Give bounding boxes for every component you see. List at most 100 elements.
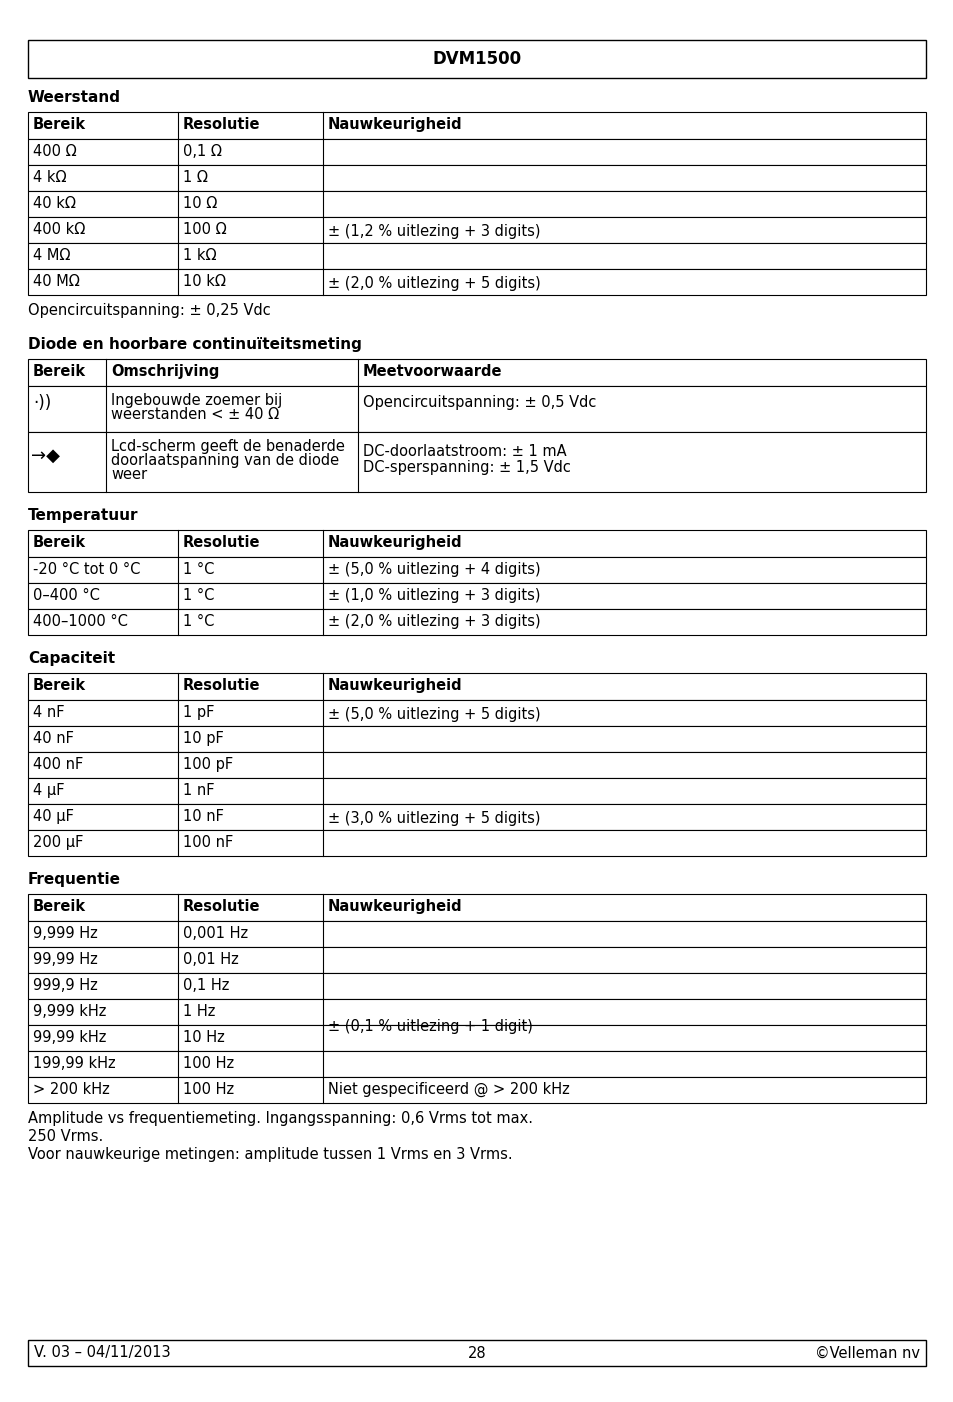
Text: Resolutie: Resolutie — [183, 899, 260, 914]
Text: weer: weer — [111, 467, 147, 482]
Text: 100 nF: 100 nF — [183, 836, 233, 850]
Text: 10 kΩ: 10 kΩ — [183, 273, 226, 289]
Bar — [28, 243, 925, 269]
Text: DVM1500: DVM1500 — [432, 50, 521, 69]
Text: weerstanden < ± 40 Ω: weerstanden < ± 40 Ω — [111, 407, 279, 422]
Bar — [28, 921, 925, 946]
Text: 1 kΩ: 1 kΩ — [183, 248, 216, 264]
Text: ± (3,0 % uitlezing + 5 digits): ± (3,0 % uitlezing + 5 digits) — [328, 810, 540, 826]
Text: ± (1,0 % uitlezing + 3 digits): ± (1,0 % uitlezing + 3 digits) — [328, 587, 540, 603]
Text: Nauwkeurigheid: Nauwkeurigheid — [328, 116, 462, 132]
Bar — [28, 432, 925, 492]
Text: Omschrijving: Omschrijving — [111, 365, 219, 379]
Text: DC-sperspanning: ± 1,5 Vdc: DC-sperspanning: ± 1,5 Vdc — [363, 460, 570, 475]
Text: Capaciteit: Capaciteit — [28, 651, 115, 666]
Text: ± (1,2 % uitlezing + 3 digits): ± (1,2 % uitlezing + 3 digits) — [328, 224, 540, 238]
Text: 100 Hz: 100 Hz — [183, 1082, 233, 1096]
Text: 0,001 Hz: 0,001 Hz — [183, 925, 248, 941]
Text: Bereik: Bereik — [33, 536, 86, 550]
Text: 199,99 kHz: 199,99 kHz — [33, 1056, 115, 1071]
Bar — [28, 1077, 925, 1103]
Text: 9,999 Hz: 9,999 Hz — [33, 925, 97, 941]
Text: Resolutie: Resolutie — [183, 536, 260, 550]
Bar — [28, 700, 925, 726]
Text: Ingebouwde zoemer bij: Ingebouwde zoemer bij — [111, 393, 282, 408]
Bar — [28, 191, 925, 217]
Bar — [28, 751, 925, 778]
Text: 400 nF: 400 nF — [33, 757, 83, 773]
Bar — [28, 557, 925, 583]
Text: > 200 kHz: > 200 kHz — [33, 1082, 110, 1096]
Text: 0,1 Hz: 0,1 Hz — [183, 979, 229, 993]
Text: Lcd-scherm geeft de benaderde: Lcd-scherm geeft de benaderde — [111, 439, 345, 454]
Text: Bereik: Bereik — [33, 365, 86, 379]
Text: ± (2,0 % uitlezing + 5 digits): ± (2,0 % uitlezing + 5 digits) — [328, 276, 540, 292]
Text: 200 µF: 200 µF — [33, 836, 83, 850]
Text: 40 MΩ: 40 MΩ — [33, 273, 80, 289]
Text: 1 °C: 1 °C — [183, 562, 214, 578]
Text: 28: 28 — [467, 1346, 486, 1360]
Text: 1 nF: 1 nF — [183, 782, 214, 798]
Text: 1 Ω: 1 Ω — [183, 170, 208, 185]
Text: V. 03 – 04/11/2013: V. 03 – 04/11/2013 — [34, 1346, 171, 1360]
Text: Diode en hoorbare continuïteitsmeting: Diode en hoorbare continuïteitsmeting — [28, 336, 361, 352]
Bar — [28, 386, 925, 432]
Bar — [28, 139, 925, 165]
Text: 999,9 Hz: 999,9 Hz — [33, 979, 97, 993]
Bar — [28, 41, 925, 79]
Text: ©Velleman nv: ©Velleman nv — [814, 1346, 919, 1360]
Bar — [28, 1340, 925, 1366]
Text: 100 Hz: 100 Hz — [183, 1056, 233, 1071]
Bar — [28, 1000, 925, 1025]
Text: Nauwkeurigheid: Nauwkeurigheid — [328, 679, 462, 693]
Text: Opencircuitspanning: ± 0,5 Vdc: Opencircuitspanning: ± 0,5 Vdc — [363, 395, 596, 411]
Text: Nauwkeurigheid: Nauwkeurigheid — [328, 899, 462, 914]
Text: DC-doorlaatstroom: ± 1 mA: DC-doorlaatstroom: ± 1 mA — [363, 444, 566, 458]
Text: 100 Ω: 100 Ω — [183, 222, 227, 237]
Text: 4 nF: 4 nF — [33, 705, 65, 721]
Text: doorlaatspanning van de diode: doorlaatspanning van de diode — [111, 453, 338, 468]
Bar — [28, 973, 925, 1000]
Bar — [28, 359, 925, 386]
Text: Opencircuitspanning: ± 0,25 Vdc: Opencircuitspanning: ± 0,25 Vdc — [28, 303, 271, 318]
Text: 1 Hz: 1 Hz — [183, 1004, 215, 1019]
Text: 400 Ω: 400 Ω — [33, 144, 76, 158]
Text: 10 nF: 10 nF — [183, 809, 224, 824]
Bar — [28, 217, 925, 243]
Text: 10 Hz: 10 Hz — [183, 1030, 225, 1044]
Text: 0,1 Ω: 0,1 Ω — [183, 144, 222, 158]
Text: 4 µF: 4 µF — [33, 782, 65, 798]
Text: Voor nauwkeurige metingen: amplitude tussen 1 Vrms en 3 Vrms.: Voor nauwkeurige metingen: amplitude tus… — [28, 1147, 512, 1162]
Text: 250 Vrms.: 250 Vrms. — [28, 1129, 103, 1144]
Text: Resolutie: Resolutie — [183, 116, 260, 132]
Text: Bereik: Bereik — [33, 679, 86, 693]
Text: Niet gespecificeerd @ > 200 kHz: Niet gespecificeerd @ > 200 kHz — [328, 1082, 569, 1098]
Text: Weerstand: Weerstand — [28, 90, 121, 105]
Text: 40 µF: 40 µF — [33, 809, 73, 824]
Text: 1 °C: 1 °C — [183, 614, 214, 629]
Text: 0,01 Hz: 0,01 Hz — [183, 952, 238, 967]
Bar — [28, 778, 925, 803]
Text: Temperatuur: Temperatuur — [28, 508, 138, 523]
Text: 400–1000 °C: 400–1000 °C — [33, 614, 128, 629]
Bar — [28, 1025, 925, 1052]
Text: 10 Ω: 10 Ω — [183, 196, 217, 210]
Bar — [28, 530, 925, 557]
Text: Bereik: Bereik — [33, 899, 86, 914]
Text: 9,999 kHz: 9,999 kHz — [33, 1004, 107, 1019]
Text: ± (5,0 % uitlezing + 5 digits): ± (5,0 % uitlezing + 5 digits) — [328, 707, 540, 722]
Text: Frequentie: Frequentie — [28, 872, 121, 887]
Bar — [28, 165, 925, 191]
Bar — [28, 1052, 925, 1077]
Bar — [28, 726, 925, 751]
Bar — [28, 269, 925, 294]
Bar — [28, 673, 925, 700]
Text: →◆: →◆ — [30, 447, 60, 465]
Bar — [28, 894, 925, 921]
Text: Meetvoorwaarde: Meetvoorwaarde — [363, 365, 502, 379]
Text: 4 kΩ: 4 kΩ — [33, 170, 67, 185]
Bar — [28, 112, 925, 139]
Text: 400 kΩ: 400 kΩ — [33, 222, 85, 237]
Text: Nauwkeurigheid: Nauwkeurigheid — [328, 536, 462, 550]
Bar — [28, 830, 925, 857]
